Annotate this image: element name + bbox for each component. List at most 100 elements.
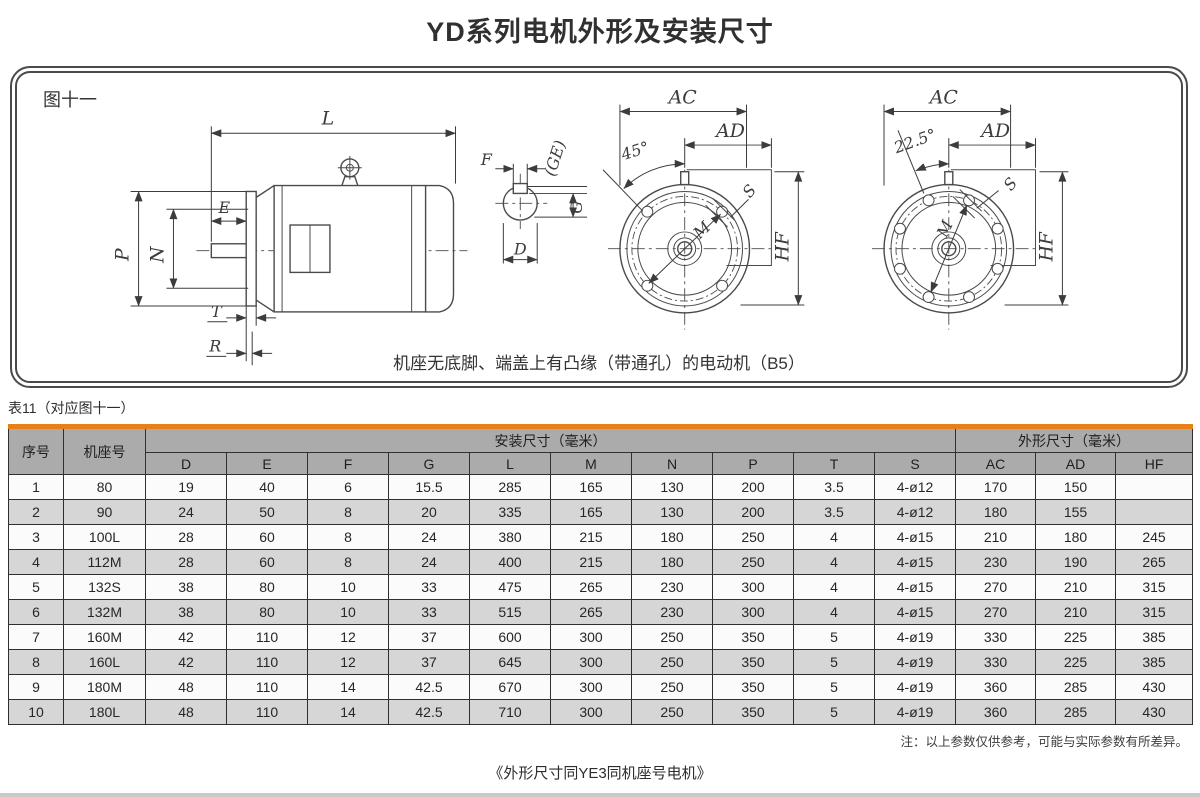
table-cell: 400 xyxy=(469,549,551,575)
table-cell: 155 xyxy=(1035,499,1117,525)
table-cell: 165 xyxy=(550,499,632,525)
table-cell: 37 xyxy=(388,624,470,650)
table-cell: 132M xyxy=(63,599,146,625)
table-cell: 270 xyxy=(955,574,1037,600)
table-cell: 100L xyxy=(63,524,146,550)
dim-label-ac-2: AC xyxy=(928,88,959,109)
table-cell: 265 xyxy=(1115,549,1194,575)
table-cell: 225 xyxy=(1035,624,1117,650)
table-cell: 250 xyxy=(631,674,713,700)
table-cell: 170 xyxy=(955,474,1037,500)
figure-label: 图十一 xyxy=(43,90,97,110)
table-cell: 5 xyxy=(8,574,64,600)
table-cell: 350 xyxy=(712,624,794,650)
table-row: 3 100L 28 60 8 24 380 215 180 250 4 4-ø15 210 180 245 xyxy=(8,524,1194,550)
table-cell: 330 xyxy=(955,624,1037,650)
table-cell: 7 xyxy=(8,624,64,650)
figure-panel: 图十一 机座无底脚、端盖上有凸缘（带通孔）的电动机（B5） xyxy=(10,66,1188,388)
table-cell: 50 xyxy=(226,499,308,525)
motor-flange xyxy=(245,190,257,307)
table-cell: 430 xyxy=(1115,699,1194,725)
table-cell: 4-ø12 xyxy=(873,474,957,500)
table-cell: 250 xyxy=(712,524,794,550)
header-col-l: L xyxy=(469,452,551,475)
table-cell: 132S xyxy=(63,574,146,600)
table-cell: 48 xyxy=(145,699,227,725)
dim-label-angle-1: 45° xyxy=(618,137,652,164)
table-cell: 210 xyxy=(955,524,1037,550)
table-cell: 4-ø19 xyxy=(873,699,957,725)
dim-label-p: P xyxy=(113,248,134,262)
table-cell: 315 xyxy=(1115,574,1194,600)
table-cell: 710 xyxy=(469,699,551,725)
table-cell: 350 xyxy=(712,649,794,675)
table-cell: 33 xyxy=(388,574,470,600)
table-cell: 1 xyxy=(8,474,64,500)
table-cell: 300 xyxy=(550,649,632,675)
table-cell: 110 xyxy=(226,649,308,675)
shaft-section-drawing: F (GE) G D xyxy=(480,138,588,264)
table-cell: 360 xyxy=(955,699,1037,725)
table-cell: 270 xyxy=(955,599,1037,625)
table-cell: 24 xyxy=(388,524,470,550)
table-cell: 180 xyxy=(631,524,713,550)
table-cell: 42.5 xyxy=(388,699,470,725)
table-cell: 180 xyxy=(955,499,1037,525)
dim-label-ge: (GE) xyxy=(540,138,570,179)
bottom-divider xyxy=(0,793,1200,797)
dim-label-ad-2: AD xyxy=(979,121,1010,142)
table-cell: 190 xyxy=(1035,549,1117,575)
table-cell: 300 xyxy=(712,599,794,625)
table-cell: 110 xyxy=(226,699,308,725)
table-cell: 28 xyxy=(145,524,227,550)
table-cell: 10 xyxy=(307,599,389,625)
table-cell: 230 xyxy=(955,549,1037,575)
table-cell: 385 xyxy=(1115,649,1194,675)
table-cell: 28 xyxy=(145,549,227,575)
table-cell: 19 xyxy=(145,474,227,500)
table-cell: 360 xyxy=(955,674,1037,700)
table-cell: 4-ø12 xyxy=(873,499,957,525)
table-cell: 645 xyxy=(469,649,551,675)
table-cell: 5 xyxy=(793,674,875,700)
table-cell: 385 xyxy=(1115,624,1194,650)
table-cell: 265 xyxy=(550,599,632,625)
front-view-8hole: AC AD 22.5° S M xyxy=(872,88,1069,330)
fan-cover xyxy=(425,184,455,313)
table-cell: 350 xyxy=(712,674,794,700)
table-cell: 90 xyxy=(63,499,146,525)
table-cell: 230 xyxy=(631,574,713,600)
table-cell: 8 xyxy=(8,649,64,675)
table-cell: 210 xyxy=(1035,574,1117,600)
keyway xyxy=(512,182,528,195)
table-cell: 245 xyxy=(1115,524,1194,550)
table-cell: 8 xyxy=(307,524,389,550)
body-silhouette xyxy=(686,169,772,266)
table-cell: 4 xyxy=(8,549,64,575)
table-row: 4 112M 28 60 8 24 400 215 180 250 4 4-ø15 230 190 265 xyxy=(8,549,1194,575)
header-col-n: N xyxy=(631,452,713,475)
table-cell xyxy=(1115,474,1194,500)
table-cell: 33 xyxy=(388,599,470,625)
table-cell: 6 xyxy=(307,474,389,500)
bolt-hole xyxy=(922,194,935,207)
table-cell: 4 xyxy=(793,549,875,575)
dim-label-g: G xyxy=(567,201,586,214)
dim-label-n: N xyxy=(147,245,168,264)
table-cell: 4-ø19 xyxy=(873,624,957,650)
table-cell: 475 xyxy=(469,574,551,600)
table-cell: 300 xyxy=(550,624,632,650)
table-cell: 38 xyxy=(145,574,227,600)
table-row: 2 90 24 50 8 20 335 165 130 200 3.5 4-ø12 180 155 xyxy=(8,499,1194,525)
header-col-m: M xyxy=(550,452,632,475)
header-seq: 序号 xyxy=(8,426,64,475)
table-cell: 4-ø15 xyxy=(873,549,957,575)
table-cell: 12 xyxy=(307,649,389,675)
table-cell: 4 xyxy=(793,524,875,550)
technical-drawing: L E P N T xyxy=(113,88,1069,366)
bolt-hole xyxy=(991,262,1004,275)
table-cell: 2 xyxy=(8,499,64,525)
table-cell: 150 xyxy=(1035,474,1117,500)
bolt-hole xyxy=(963,291,976,304)
disclaimer-note: 注：以上参数仅供参考，可能与实际参数有所差异。 xyxy=(900,735,1188,749)
